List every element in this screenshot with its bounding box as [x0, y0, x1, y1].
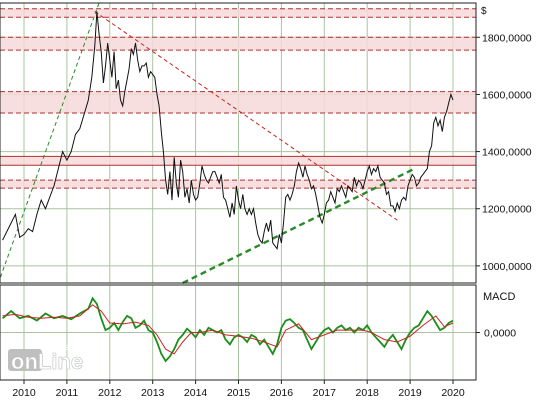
x-tick-label-2015: 2015 [227, 387, 251, 399]
x-tick-label-2018: 2018 [356, 387, 380, 399]
logo-big-text: onLine [11, 349, 83, 374]
price-y-tick-label-1600: 1600,0000 [482, 89, 532, 101]
x-tick-label-2010: 2010 [12, 387, 36, 399]
macd-series-line-1 [2, 304, 454, 355]
trendline-0 [94, 11, 398, 221]
band-fill-1 [0, 37, 476, 51]
macd-panel-title: MACD [483, 291, 515, 303]
price-panel: 1000,0000 1200,0000 1400,0000 1600,0000 1800… [0, 2, 532, 285]
x-tick-label-2014: 2014 [184, 387, 208, 399]
x-tick-label-2016: 2016 [270, 387, 294, 399]
price-y-tick-label-1000: 1000,0000 [482, 261, 532, 273]
band-fill-4 [0, 180, 476, 189]
price-series-line [2, 11, 454, 250]
band-fill-2 [0, 91, 476, 113]
price-y-axis: 1000,0000 1200,0000 1400,0000 1600,0000 1800… [476, 32, 532, 273]
macd-panel: Tradesignal onLine MACD 0,0000 [0, 284, 516, 381]
x-axis: 2010 2011 2012 2013 2014 2015 2016 2017 2018 2019… [12, 380, 465, 399]
price-y-tick-label-1400: 1400,0000 [482, 147, 532, 159]
trendlines [0, 2, 415, 285]
x-tick-label-2011: 2011 [56, 387, 79, 399]
horizontal-bands [0, 8, 476, 189]
macd-series [2, 296, 454, 363]
macd-y-axis: 0,0000 [476, 328, 516, 340]
macd-series-line-0 [2, 296, 454, 363]
logo-small-text: Tradesignal [46, 342, 93, 352]
x-tick-label-2017: 2017 [313, 387, 337, 399]
x-tick-label-2020: 2020 [441, 387, 465, 399]
x-tick-label-2012: 2012 [98, 387, 122, 399]
logo-badge-on [8, 349, 42, 371]
macd-y-tick-label-0: 0,0000 [484, 328, 516, 340]
price-plot-border [0, 2, 477, 284]
x-tick-label-2013: 2013 [141, 387, 165, 399]
band-fill-3 [0, 156, 476, 166]
tradesignal-online-logo: Tradesignal onLine [8, 342, 93, 374]
price-y-tick-label-1800: 1800,0000 [482, 32, 532, 44]
x-tick-label-2019: 2019 [398, 387, 422, 399]
price-unit-label: $ [481, 6, 487, 17]
price-y-tick-label-1200: 1200,0000 [482, 204, 532, 216]
trendline-2 [182, 167, 415, 285]
band-fill-0 [0, 8, 476, 18]
